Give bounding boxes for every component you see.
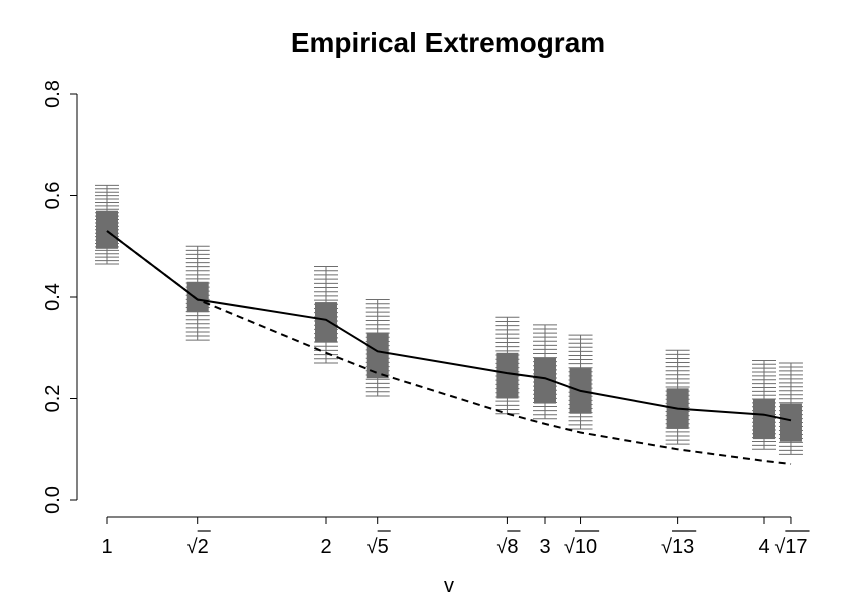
- replicate-box: [496, 352, 519, 399]
- replicate-marks: [95, 184, 803, 455]
- replicate-box: [315, 302, 337, 343]
- x-tick-label-sqrt: √17: [774, 536, 807, 558]
- x-tick-label: 2: [320, 536, 331, 558]
- x-axis-title: v: [444, 575, 454, 597]
- replicate-group: [778, 362, 803, 455]
- x-tick-label-sqrt: √8: [496, 536, 518, 558]
- x-tick-label-sqrt: √2: [187, 536, 209, 558]
- x-tick-label: 1: [101, 536, 112, 558]
- replicate-group: [568, 334, 593, 430]
- y-tick-label: 0.2: [42, 385, 64, 413]
- x-tick-label-sqrt: √13: [661, 536, 694, 558]
- replicate-group: [533, 324, 557, 420]
- y-tick-label: 0.4: [42, 283, 64, 311]
- y-tick-label: 0.8: [42, 80, 64, 108]
- dashed-series-line: [106, 230, 792, 465]
- replicate-box: [534, 357, 556, 404]
- replicate-group: [95, 184, 119, 265]
- y-axis: 0.0 0.2 0.4 0.6 0.8: [42, 80, 78, 514]
- series-lines: [106, 230, 792, 465]
- x-tick-label-sqrt: √10: [564, 536, 597, 558]
- x-axis: 1 √2 2 √5 √8 3 √10 √13 4 √17: [101, 516, 810, 558]
- solid-series-line: [106, 230, 792, 422]
- replicate-box: [96, 210, 118, 249]
- y-tick-label: 0.0: [42, 486, 64, 514]
- y-tick-label: 0.6: [42, 182, 64, 210]
- replicate-group: [752, 359, 776, 450]
- replicate-group: [665, 349, 690, 445]
- x-tick-label-sqrt: √5: [367, 536, 389, 558]
- replicate-group: [314, 266, 338, 364]
- chart-title: Empirical Extremogram: [291, 27, 605, 58]
- x-tick-label: 4: [758, 536, 769, 558]
- replicate-group: [365, 299, 390, 397]
- replicate-group: [495, 316, 520, 415]
- replicate-box: [366, 332, 389, 379]
- replicate-box: [779, 403, 802, 442]
- x-tick-label: 3: [539, 536, 550, 558]
- replicate-group: [185, 245, 210, 341]
- replicate-box: [753, 398, 775, 440]
- replicate-box: [186, 281, 209, 313]
